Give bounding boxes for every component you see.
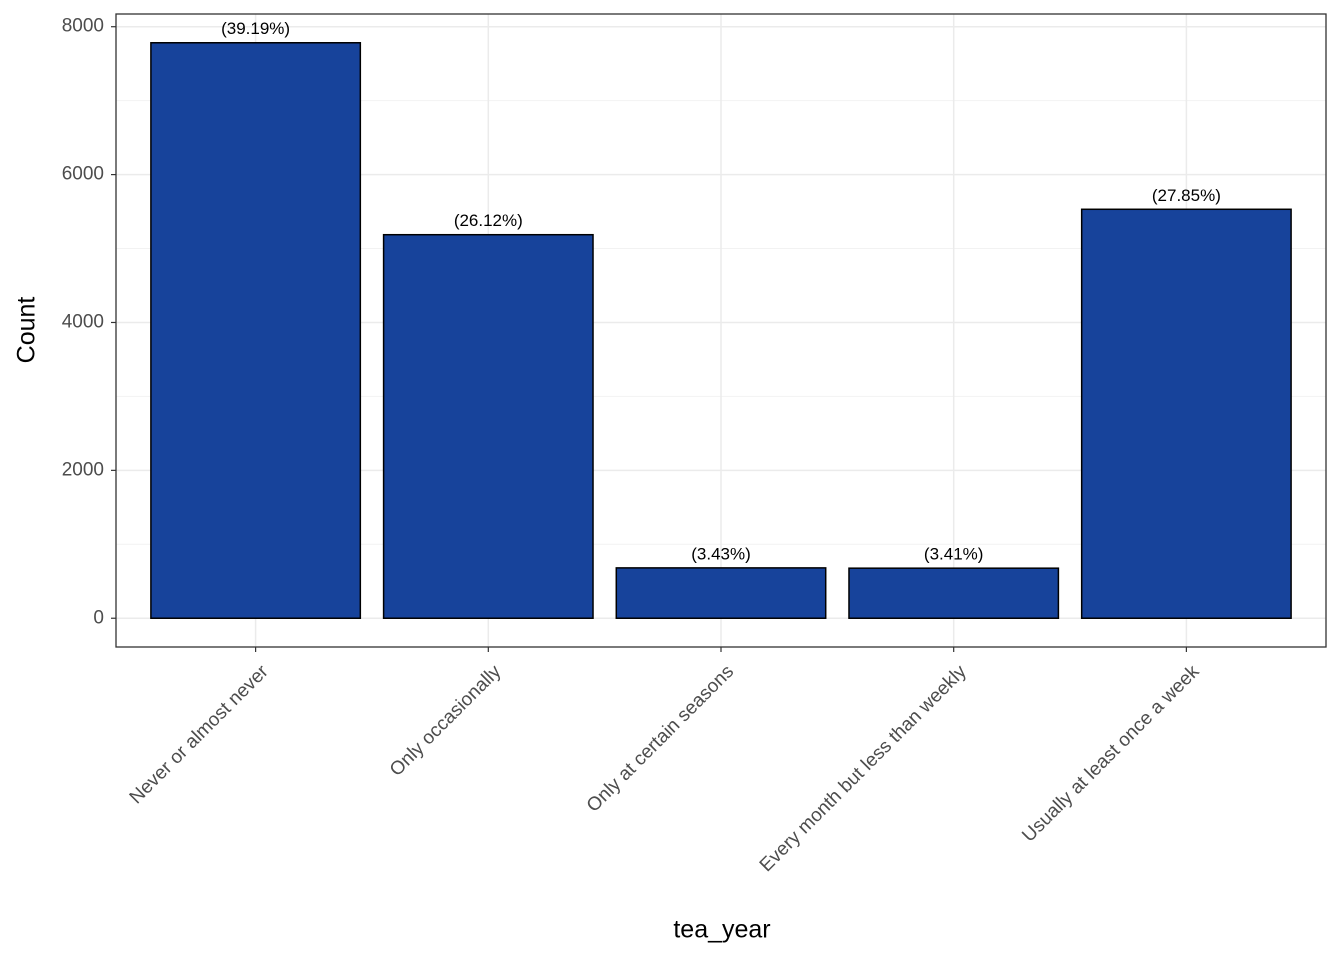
- bar: [382, 233, 594, 619]
- y-tick-label: 0: [93, 607, 104, 628]
- bar: [150, 42, 362, 619]
- bar-label: (3.41%): [924, 545, 984, 564]
- y-tick-label: 8000: [62, 16, 104, 37]
- y-tick-label: 6000: [62, 164, 104, 185]
- bar: [848, 567, 1060, 619]
- bar: [615, 567, 827, 619]
- y-axis-title: Count: [13, 297, 41, 364]
- x-axis-title: tea_year: [673, 916, 770, 944]
- bar-label: (3.43%): [691, 544, 751, 563]
- y-tick-label: 4000: [62, 311, 104, 332]
- bar: [1080, 208, 1292, 619]
- panel-border: [115, 13, 1327, 648]
- bar-label: (27.85%): [1152, 186, 1221, 205]
- y-tick-label: 2000: [62, 459, 104, 480]
- bar-label: (26.12%): [454, 211, 523, 230]
- bar-label: (39.19%): [221, 19, 290, 38]
